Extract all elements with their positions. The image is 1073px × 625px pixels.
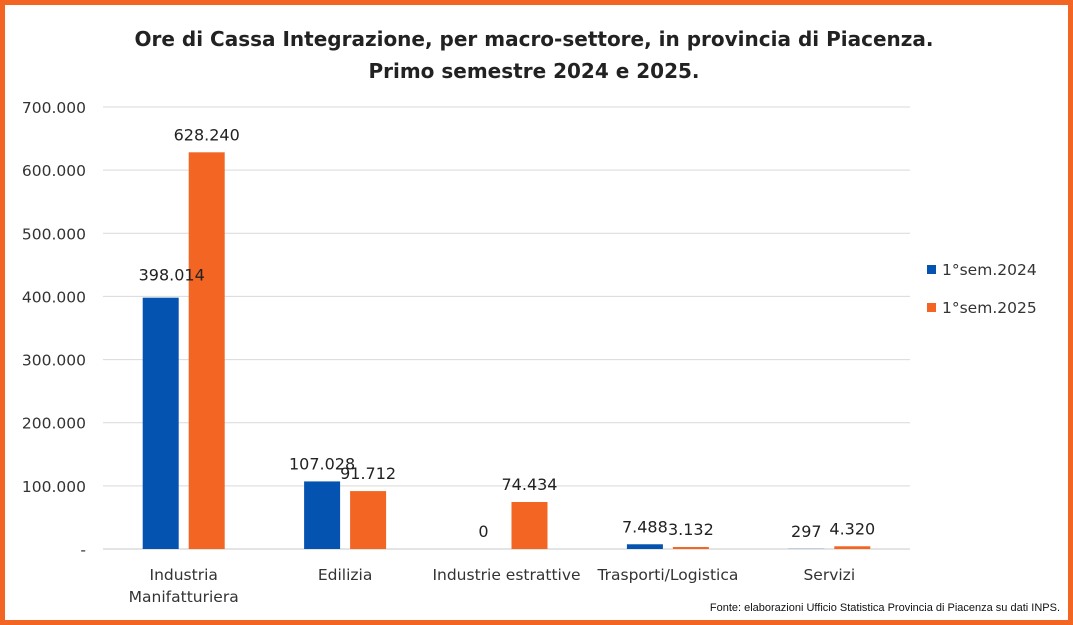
data-label: 0 bbox=[478, 522, 488, 541]
bar-2025 bbox=[672, 547, 709, 549]
bar-2025 bbox=[350, 491, 387, 549]
legend-swatch bbox=[927, 265, 936, 274]
bar-2024 bbox=[626, 544, 663, 549]
legend-label: 1°sem.2025 bbox=[942, 299, 1037, 317]
x-tick-label: Edilizia bbox=[318, 566, 373, 584]
legend: 1°sem.2024 1°sem.2025 bbox=[927, 261, 1037, 317]
legend-label: 1°sem.2024 bbox=[942, 261, 1037, 279]
y-tick-label: 300.000 bbox=[22, 352, 86, 370]
data-label: 3.132 bbox=[668, 520, 714, 539]
bars bbox=[142, 152, 871, 549]
bar-2024 bbox=[304, 481, 341, 549]
x-tick-label: Manifatturiera bbox=[129, 588, 239, 606]
x-tick-label: Servizi bbox=[803, 566, 855, 584]
chart-title: Ore di Cassa Integrazione, per macro-set… bbox=[135, 27, 934, 51]
x-tick-label: Industria bbox=[150, 566, 218, 584]
y-tick-label: 400.000 bbox=[22, 288, 86, 306]
y-tick-label: 600.000 bbox=[22, 162, 86, 180]
gridlines bbox=[103, 106, 910, 550]
bar-2025 bbox=[188, 152, 225, 549]
chart-subtitle: Primo semestre 2024 e 2025. bbox=[368, 59, 699, 83]
y-axis: - 100.000 200.000 300.000 400.000 500.000 600.… bbox=[22, 99, 86, 559]
data-label: 74.434 bbox=[502, 475, 558, 494]
y-tick-label: 500.000 bbox=[22, 225, 86, 243]
bar-2025 bbox=[511, 502, 548, 549]
data-label: 398.014 bbox=[139, 266, 205, 285]
y-tick-label: 100.000 bbox=[22, 478, 86, 496]
data-label: 107.028 bbox=[289, 454, 355, 473]
x-tick-label: Trasporti/Logistica bbox=[596, 566, 738, 584]
data-label: 91.712 bbox=[340, 464, 396, 483]
source-note: Fonte: elaborazioni Ufficio Statistica P… bbox=[710, 602, 1060, 614]
y-tick-label: 200.000 bbox=[22, 415, 86, 433]
legend-swatch bbox=[927, 303, 936, 312]
y-tick-label: 700.000 bbox=[22, 99, 86, 117]
bar-2025 bbox=[834, 546, 871, 549]
data-label: 7.488 bbox=[622, 517, 668, 536]
data-label: 297 bbox=[791, 522, 822, 541]
bar-2024 bbox=[142, 297, 179, 549]
data-label: 4.320 bbox=[829, 519, 875, 538]
x-axis: Industria Manifatturiera Edilizia Industrie… bbox=[129, 566, 855, 606]
x-tick-label: Industrie estrattive bbox=[432, 566, 580, 584]
data-label: 628.240 bbox=[174, 125, 240, 144]
y-tick-label: - bbox=[80, 541, 86, 559]
